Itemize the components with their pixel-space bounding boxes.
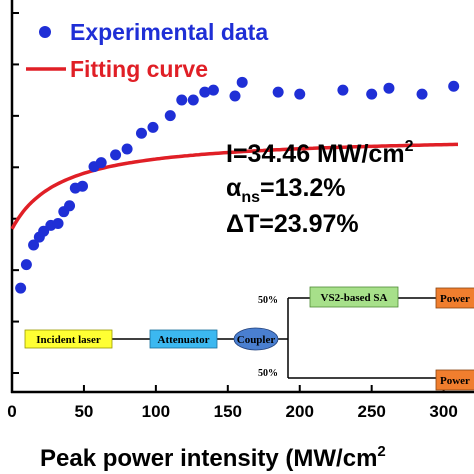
experiment-schematic: Incident laser Attenuator Coupler VS2-ba… <box>24 286 474 391</box>
y-ticks <box>12 12 19 374</box>
intensity-annotation: I=34.46 MW/cm2 <box>226 138 414 168</box>
fit-parameters: I=34.46 MW/cm2 αns=13.2% ΔT=23.97% <box>226 138 414 238</box>
incident-laser-label: Incident laser <box>36 334 101 346</box>
sa-box <box>309 286 399 308</box>
incident-laser-box <box>24 329 113 349</box>
experimental-data-point <box>52 217 64 229</box>
x-tick-label: 250 <box>357 402 385 421</box>
x-tick-label: 150 <box>214 402 242 421</box>
delta-t-annotation: ΔT=23.97% <box>226 210 359 238</box>
x-tick-label: 300 <box>429 402 457 421</box>
coupler-ellipse <box>233 327 279 351</box>
experimental-data-point <box>20 259 32 271</box>
experimental-data-point <box>236 76 248 88</box>
experimental-data-point <box>121 143 133 155</box>
experimental-data-point <box>64 200 76 212</box>
experimental-data-point <box>294 88 306 100</box>
power-bottom-label: Power <box>440 375 470 387</box>
experimental-data-point <box>76 180 88 192</box>
experimental-data-point <box>448 80 460 92</box>
power-meter-bottom <box>435 369 474 391</box>
experimental-data-point <box>15 282 27 294</box>
power-meter-top <box>435 287 474 309</box>
experimental-data-point <box>164 110 176 122</box>
experimental-data-point <box>366 88 378 100</box>
split-bottom-label: 50% <box>258 368 278 379</box>
experimental-data-point <box>95 157 107 169</box>
power-top-label: Power <box>440 293 470 305</box>
legend-label-experimental: Experimental data <box>70 19 268 45</box>
experimental-data-point <box>176 94 188 106</box>
attenuator-box <box>149 329 218 349</box>
legend-marker-experimental <box>39 26 51 38</box>
split-top-label: 50% <box>258 295 278 306</box>
experimental-data-point <box>199 86 211 98</box>
legend: Experimental data Fitting curve <box>26 19 268 82</box>
x-ticks: 0 50 100 150 200 250 300 <box>7 385 458 421</box>
sa-label: VS2-based SA <box>321 292 388 304</box>
experimental-data-point <box>135 127 147 139</box>
experimental-data-point <box>207 84 219 96</box>
x-tick-label: 100 <box>142 402 170 421</box>
experimental-data-point <box>187 94 199 106</box>
experimental-data-point <box>416 88 428 100</box>
experimental-data-point <box>337 84 349 96</box>
experimental-data-point <box>28 239 40 251</box>
x-axis-title: Peak power intensity (MW/cm2 <box>40 443 386 472</box>
experimental-data-point <box>110 149 122 161</box>
attenuator-label: Attenuator <box>158 334 210 346</box>
experimental-points <box>15 76 460 294</box>
experimental-data-point <box>383 82 395 94</box>
legend-label-fitting: Fitting curve <box>70 56 208 82</box>
coupler-label: Coupler <box>237 334 276 346</box>
experimental-data-point <box>147 121 159 133</box>
experimental-data-point <box>272 86 284 98</box>
x-tick-label: 50 <box>74 402 93 421</box>
experimental-data-point <box>229 90 241 102</box>
alpha-annotation: αns=13.2% <box>226 174 346 206</box>
fitting-curve-line <box>10 142 458 230</box>
x-tick-label: 200 <box>286 402 314 421</box>
x-tick-label: 0 <box>7 402 16 421</box>
